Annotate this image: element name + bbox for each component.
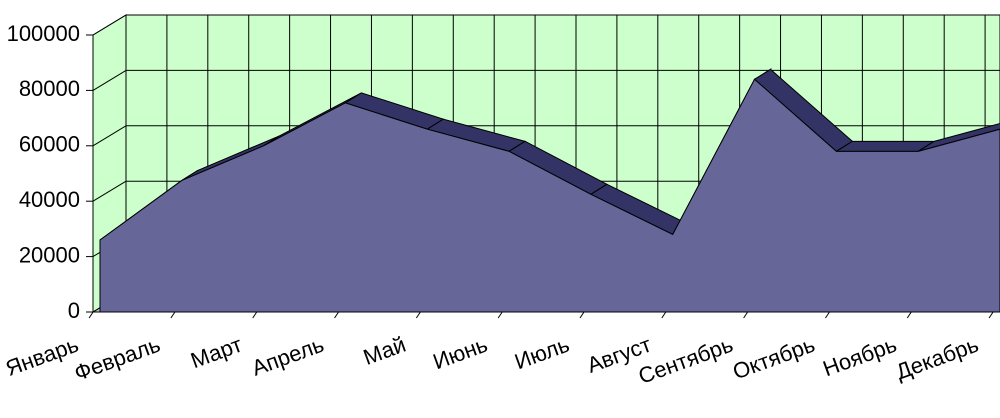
x-tick bbox=[415, 311, 421, 319]
x-tick bbox=[252, 311, 258, 319]
x-tick-label: Май bbox=[360, 332, 409, 370]
x-tick-label: Февраль bbox=[71, 332, 164, 386]
y-tick-label: 0 bbox=[68, 298, 80, 323]
x-tick bbox=[825, 311, 830, 319]
x-tick bbox=[170, 311, 176, 319]
grid-line bbox=[92, 14, 127, 36]
x-tick-label: Июнь bbox=[430, 332, 491, 375]
x-tick bbox=[906, 311, 912, 319]
grid-line bbox=[92, 125, 127, 147]
y-tick-label: 20000 bbox=[19, 242, 80, 267]
y-tick-label: 60000 bbox=[19, 132, 80, 157]
x-tick-label: Июль bbox=[511, 332, 572, 375]
x-tick bbox=[661, 311, 667, 319]
x-tick-label: Октябрь bbox=[729, 332, 818, 385]
grid-line bbox=[92, 69, 127, 91]
x-tick bbox=[334, 311, 339, 319]
x-tick bbox=[579, 311, 585, 319]
x-tick-label: Январь bbox=[2, 332, 81, 381]
y-tick-label: 100000 bbox=[7, 21, 80, 46]
x-tick-label: Ноябрь bbox=[820, 332, 900, 382]
x-tick bbox=[988, 311, 994, 319]
x-tick bbox=[88, 311, 94, 319]
x-tick-label: Март bbox=[187, 332, 245, 373]
x-tick bbox=[743, 311, 749, 319]
x-tick-label: Декабрь bbox=[893, 332, 982, 385]
area bbox=[99, 78, 1000, 313]
grid-line bbox=[92, 180, 127, 202]
x-tick bbox=[497, 311, 503, 319]
x-tick-label: Сентябрь bbox=[635, 332, 736, 389]
y-tick-label: 40000 bbox=[19, 187, 80, 212]
x-tick-label: Апрель bbox=[248, 332, 327, 381]
y-tick-label: 80000 bbox=[19, 76, 80, 101]
area-top bbox=[834, 140, 936, 152]
